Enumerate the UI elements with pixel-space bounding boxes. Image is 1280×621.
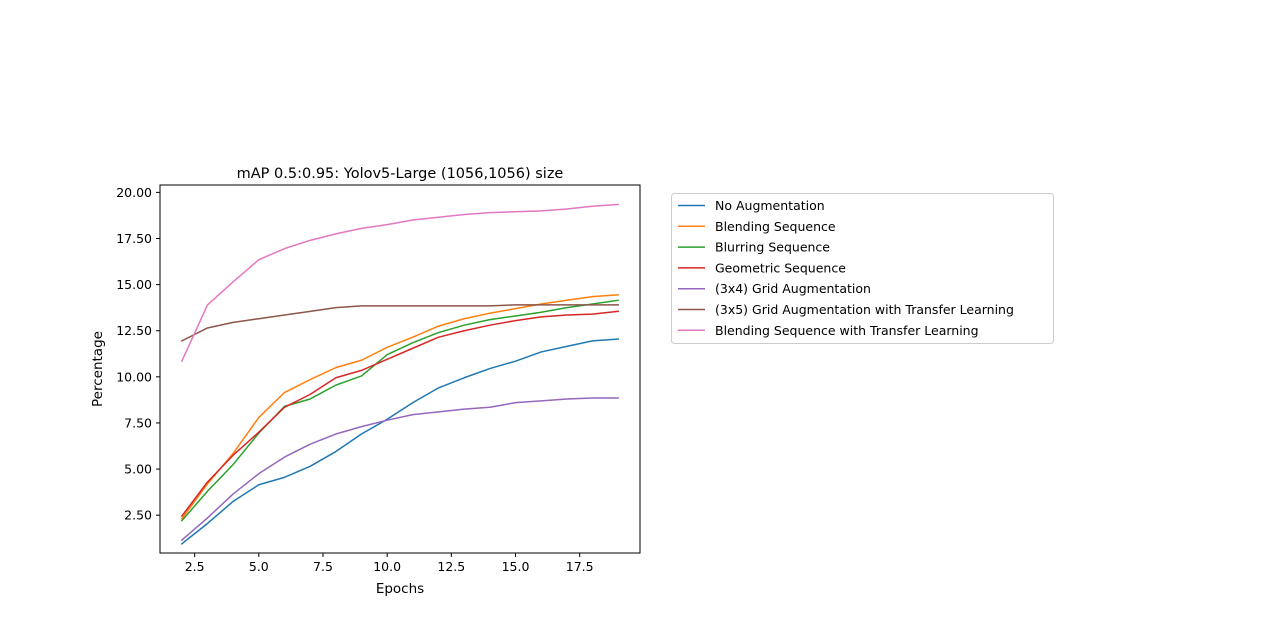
series-line-5 xyxy=(180,397,619,542)
series-line-6 xyxy=(180,304,619,342)
y-axis-label: Percentage xyxy=(90,331,106,407)
y-tick-label: 10.00 xyxy=(116,369,152,384)
legend-label: (3x4) Grid Augmentation xyxy=(715,281,871,296)
series-line-3 xyxy=(180,299,620,522)
legend-label: Blurring Sequence xyxy=(715,240,830,255)
y-tick-label: 15.00 xyxy=(116,277,152,292)
legend-box xyxy=(671,193,1054,344)
x-tick-label: 5.0 xyxy=(249,559,269,574)
y-tick-label: 2.50 xyxy=(124,508,152,523)
x-tick-label: 10.0 xyxy=(373,559,401,574)
x-axis-label: Epochs xyxy=(376,581,424,597)
x-tick-label: 7.5 xyxy=(313,559,333,574)
legend-items: No Augmentation Blending Sequence Blurring… xyxy=(678,198,1014,338)
legend: No Augmentation Blending Sequence Blurring… xyxy=(671,193,1054,344)
x-tick-label: 12.5 xyxy=(437,559,465,574)
y-tick-label: 20.00 xyxy=(116,185,152,200)
legend-label: (3x5) Grid Augmentation with Transfer Le… xyxy=(715,302,1014,317)
series-line-4 xyxy=(180,310,620,518)
legend-label: No Augmentation xyxy=(715,198,825,213)
legend-label: Geometric Sequence xyxy=(715,260,846,275)
y-tick-label: 12.50 xyxy=(116,323,152,338)
chart-title: mAP 0.5:0.95: Yolov5-Large (1056,1056) s… xyxy=(237,166,564,182)
series-line-7 xyxy=(180,203,619,363)
y-tick-label: 17.50 xyxy=(116,231,152,246)
series-line-2 xyxy=(180,293,619,520)
series-line-1 xyxy=(180,338,619,545)
x-tick-label: 15.0 xyxy=(502,559,530,574)
plot-lines xyxy=(180,203,620,545)
legend-label: Blending Sequence with Transfer Learning xyxy=(715,323,979,338)
axes-frame xyxy=(159,184,641,554)
x-axis-ticks: 2.5 5.0 7.5 10.0 12.5 15.0 17.5 xyxy=(185,553,594,574)
y-axis-ticks: 2.50 5.00 7.50 10.00 12.50 15.00 17.50 20.00 xyxy=(116,185,160,523)
legend-label: Blending Sequence xyxy=(715,219,836,234)
x-tick-label: 2.5 xyxy=(185,559,205,574)
y-tick-label: 5.00 xyxy=(124,462,152,477)
y-tick-label: 7.50 xyxy=(124,415,152,430)
x-tick-label: 17.5 xyxy=(566,559,594,574)
